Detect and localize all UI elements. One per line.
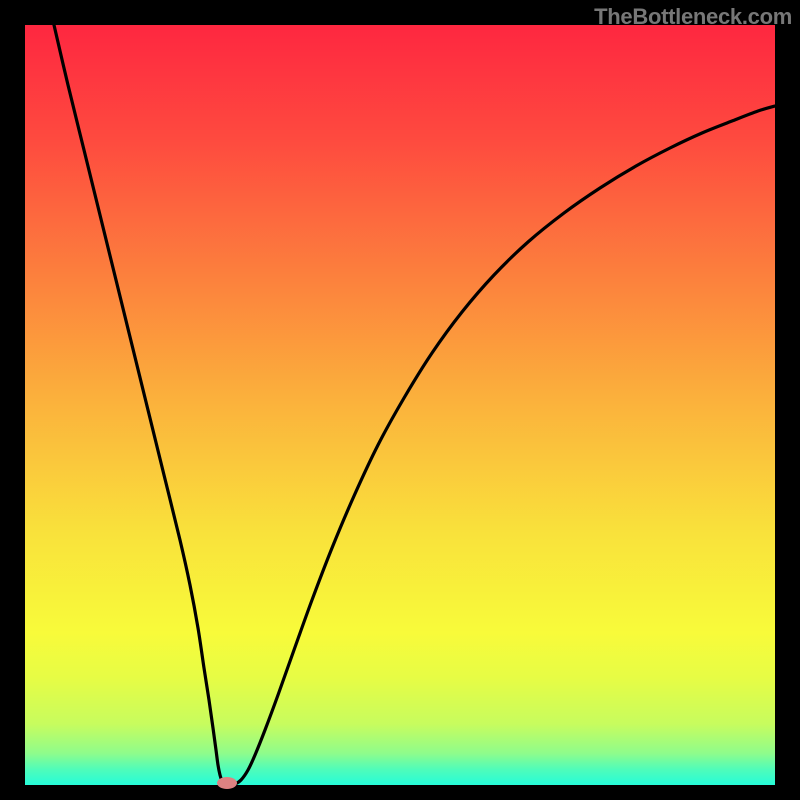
chart-container: TheBottleneck.com (0, 0, 800, 800)
optimal-point-marker (217, 777, 237, 789)
watermark-label: TheBottleneck.com (594, 4, 792, 30)
chart-canvas (0, 0, 800, 800)
